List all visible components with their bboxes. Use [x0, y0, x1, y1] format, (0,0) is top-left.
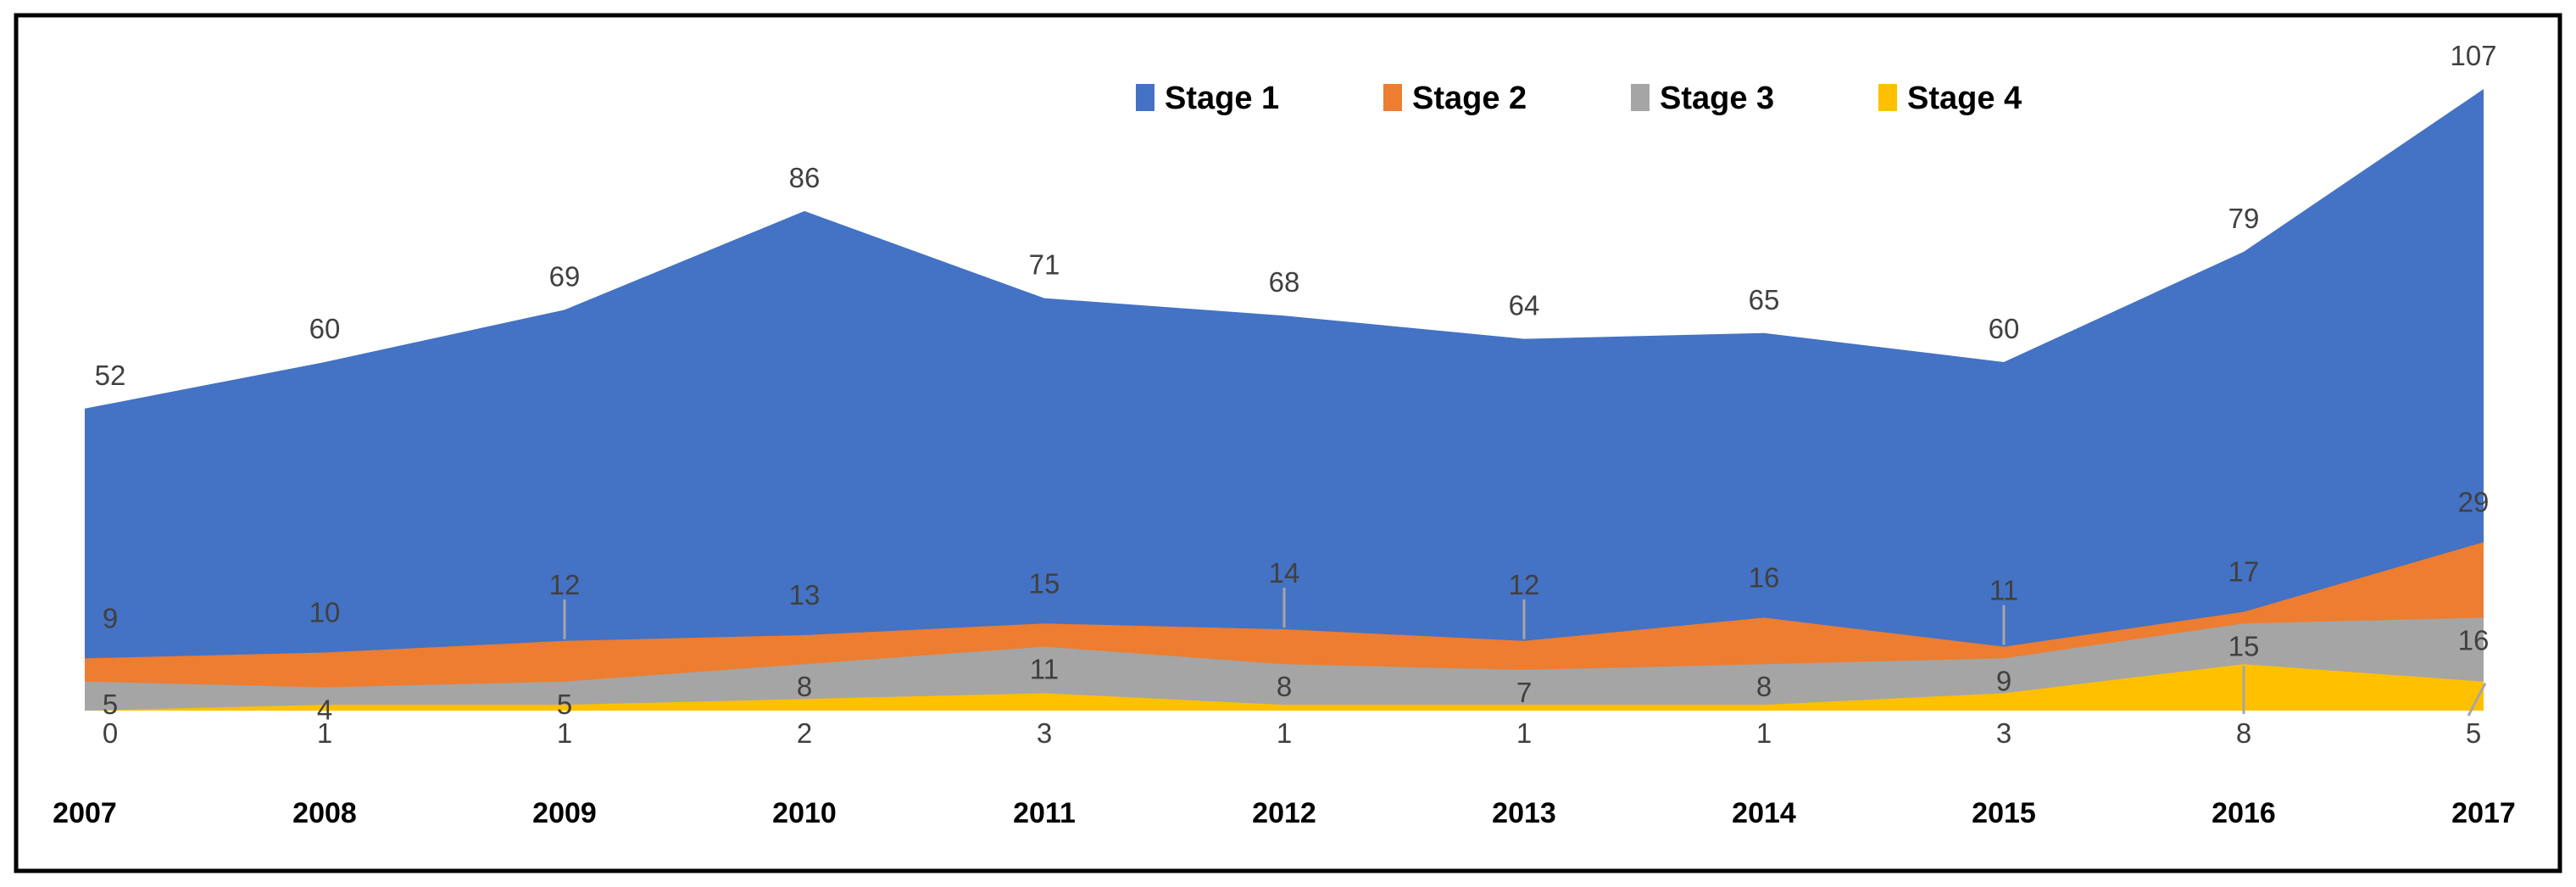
legend-item-stage-2: Stage 2 [1383, 81, 1527, 116]
data-label-stage-4-2012: 1 [1277, 717, 1292, 749]
leader-lines [563, 588, 2487, 717]
data-label-stage-3-2013: 7 [1516, 677, 1532, 708]
data-label-stage-2-2007: 9 [103, 602, 118, 633]
x-axis-label-2013: 2013 [1492, 797, 1556, 829]
data-label-stage-3-2012: 8 [1277, 671, 1292, 702]
data-label-stage-3-2017: 16 [2458, 624, 2490, 655]
data-label-stage-1-2015: 60 [1989, 313, 2020, 344]
data-label-stage-1-2008: 60 [309, 313, 341, 344]
data-label-stage-4-2013: 1 [1516, 717, 1532, 749]
data-label-stage-3-2008: 4 [317, 695, 332, 726]
data-label-stage-4-2007: 0 [103, 717, 118, 749]
data-label-stage-2-2016: 17 [2228, 556, 2260, 588]
data-label-stage-4-2010: 2 [797, 717, 812, 749]
x-axis-label-2008: 2008 [292, 797, 357, 829]
data-label-stage-1-2014: 65 [1749, 284, 1780, 315]
data-label-stage-4-2015: 3 [1996, 717, 2011, 749]
data-label-stage-4-2014: 1 [1756, 717, 1772, 749]
data-label-stage-2-2013: 12 [1509, 569, 1540, 600]
x-axis-label-2012: 2012 [1252, 797, 1316, 829]
data-label-stage-2-2014: 16 [1749, 561, 1780, 593]
data-label-stage-2-2009: 12 [549, 569, 581, 600]
area-stage-3 [85, 617, 2484, 711]
legend-swatch-stage-4 [1878, 84, 1897, 111]
legend-label-stage-4: Stage 4 [1907, 81, 2022, 116]
chart-border [14, 13, 2562, 873]
data-label-stage-1-2012: 68 [1269, 266, 1300, 298]
data-label-stage-1-2010: 86 [789, 162, 821, 193]
data-label-stage-3-2016: 15 [2228, 630, 2260, 661]
data-label-stage-1-2013: 64 [1509, 290, 1540, 321]
data-label-stage-2-2015: 11 [1989, 575, 2018, 606]
chart-areas [85, 89, 2484, 711]
legend-swatch-stage-2 [1383, 84, 1402, 111]
data-label-stage-2-2017: 29 [2458, 486, 2490, 517]
data-label-stage-4-2008: 1 [317, 717, 332, 749]
area-stage-1 [85, 89, 2484, 711]
data-label-stage-2-2011: 15 [1029, 567, 1060, 599]
data-label-stage-3-2010: 8 [797, 671, 812, 702]
data-label-stage-1-2016: 79 [2228, 203, 2260, 234]
data-label-stage-1-2007: 52 [95, 360, 126, 391]
data-label-stage-3-2007: 5 [103, 689, 118, 720]
data-label-stage-4-2009: 1 [557, 717, 572, 749]
data-label-stage-4-2017: 5 [2466, 717, 2481, 749]
x-axis-label-2016: 2016 [2212, 797, 2276, 829]
data-label-stage-3-2011: 11 [1030, 654, 1059, 685]
legend-item-stage-3: Stage 3 [1631, 81, 1774, 116]
x-axis-label-2017: 2017 [2451, 797, 2516, 829]
data-label-stage-3-2014: 8 [1756, 671, 1772, 702]
legend-label-stage-1: Stage 1 [1165, 81, 1279, 116]
x-axis-label-2009: 2009 [532, 797, 597, 829]
data-label-stage-1-2017: 107 [2450, 40, 2496, 71]
data-label-stage-1-2009: 69 [549, 260, 581, 292]
data-label-stage-2-2008: 10 [309, 597, 341, 628]
data-label-stage-4-2016: 8 [2236, 717, 2251, 749]
x-axis-labels: 2007 2008 2009 2010 2011 2012 2013 2014 2015 2016… [53, 797, 2516, 829]
data-label-stage-3-2015: 9 [1996, 665, 2011, 696]
leader-line [2467, 683, 2487, 717]
x-axis-label-2015: 2015 [1972, 797, 2036, 829]
x-axis-label-2014: 2014 [1732, 797, 1796, 829]
data-label-stage-3-2009: 5 [557, 689, 572, 720]
legend-swatch-stage-1 [1136, 84, 1154, 111]
x-axis-label-2011: 2011 [1013, 797, 1076, 829]
legend: Stage 1 Stage 2 Stage 3 Stage 4 [1136, 81, 2022, 116]
data-label-stage-1-2011: 71 [1029, 249, 1060, 281]
data-label-stage-2-2012: 14 [1269, 557, 1300, 589]
data-label-stage-4-2011: 3 [1037, 717, 1052, 749]
legend-label-stage-3: Stage 3 [1660, 81, 1774, 116]
legend-item-stage-4: Stage 4 [1878, 81, 2022, 116]
legend-label-stage-2: Stage 2 [1412, 81, 1527, 116]
legend-swatch-stage-3 [1631, 84, 1650, 111]
x-axis-label-2010: 2010 [772, 797, 837, 829]
legend-item-stage-1: Stage 1 [1136, 81, 1279, 116]
data-label-stage-2-2010: 13 [789, 579, 821, 611]
x-axis-label-2007: 2007 [53, 797, 117, 829]
